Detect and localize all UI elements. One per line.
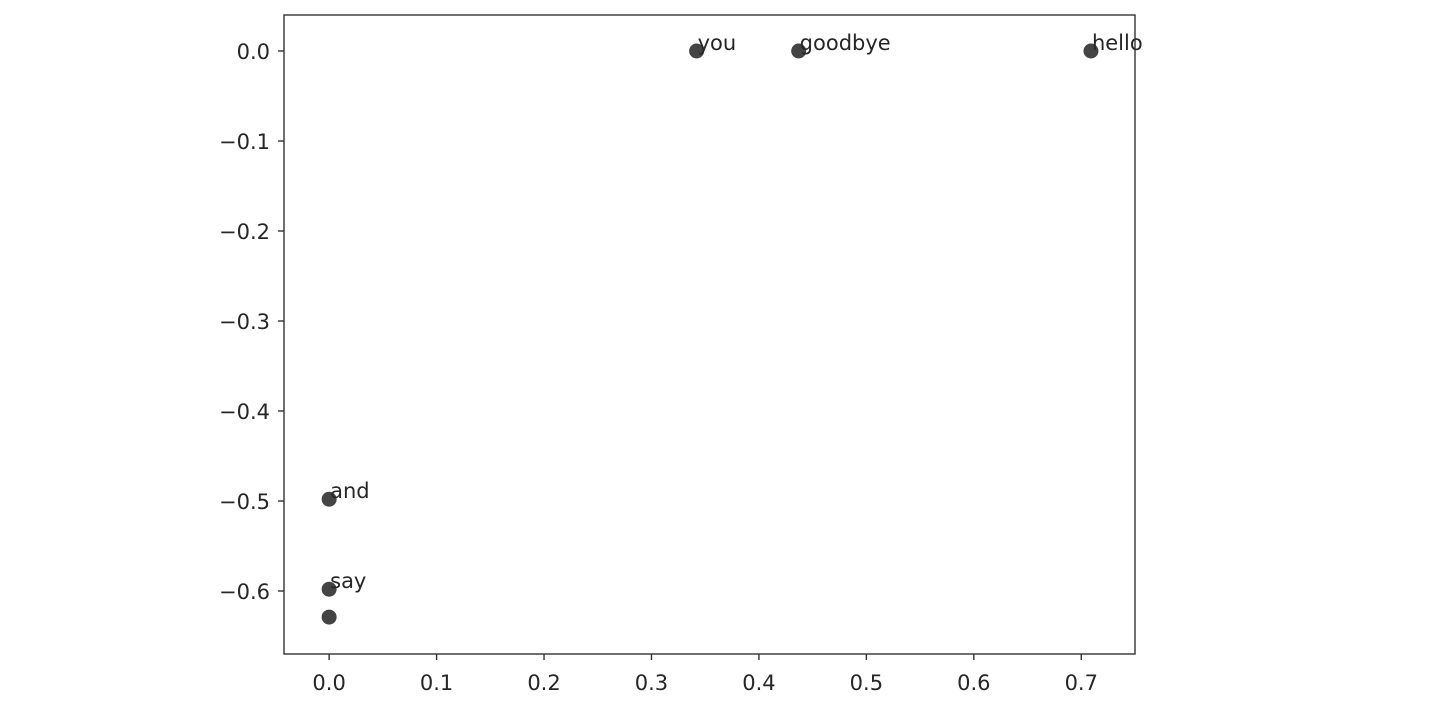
data-points: you goodbye hello and say	[321, 31, 1143, 625]
scatter-point	[321, 491, 337, 507]
point-label: goodbye	[800, 31, 891, 55]
point-label: and	[330, 479, 370, 503]
x-axis: 0.0 0.1 0.2 0.3 0.4 0.5 0.6 0.7	[312, 654, 1098, 695]
plot-area-frame	[283, 14, 1136, 655]
x-tick-label: 0.5	[850, 671, 883, 695]
scatter-point	[321, 609, 337, 625]
y-tick-label: −0.2	[219, 220, 270, 244]
y-tick-label: −0.4	[219, 400, 270, 424]
scatter-point	[689, 43, 705, 59]
y-tick-label: 0.0	[237, 40, 270, 64]
point-label: say	[330, 569, 366, 593]
x-tick-label: 0.2	[527, 671, 560, 695]
point-label: hello	[1092, 31, 1143, 55]
x-tick-label: 0.7	[1065, 671, 1098, 695]
x-tick-label: 0.6	[957, 671, 990, 695]
point-label: you	[698, 31, 737, 55]
x-tick-label: 0.3	[635, 671, 668, 695]
y-tick-label: −0.1	[219, 130, 270, 154]
y-axis: 0.0 −0.1 −0.2 −0.3 −0.4 −0.5 −0.6	[219, 40, 284, 604]
x-tick-label: 0.1	[420, 671, 453, 695]
x-tick-label: 0.0	[312, 671, 345, 695]
scatter-point	[321, 581, 337, 597]
y-tick-label: −0.6	[219, 580, 270, 604]
x-tick-label: 0.4	[742, 671, 775, 695]
scatter-point	[791, 43, 807, 59]
scatter-point	[1083, 43, 1099, 59]
y-tick-label: −0.3	[219, 310, 270, 334]
y-tick-label: −0.5	[219, 490, 270, 514]
